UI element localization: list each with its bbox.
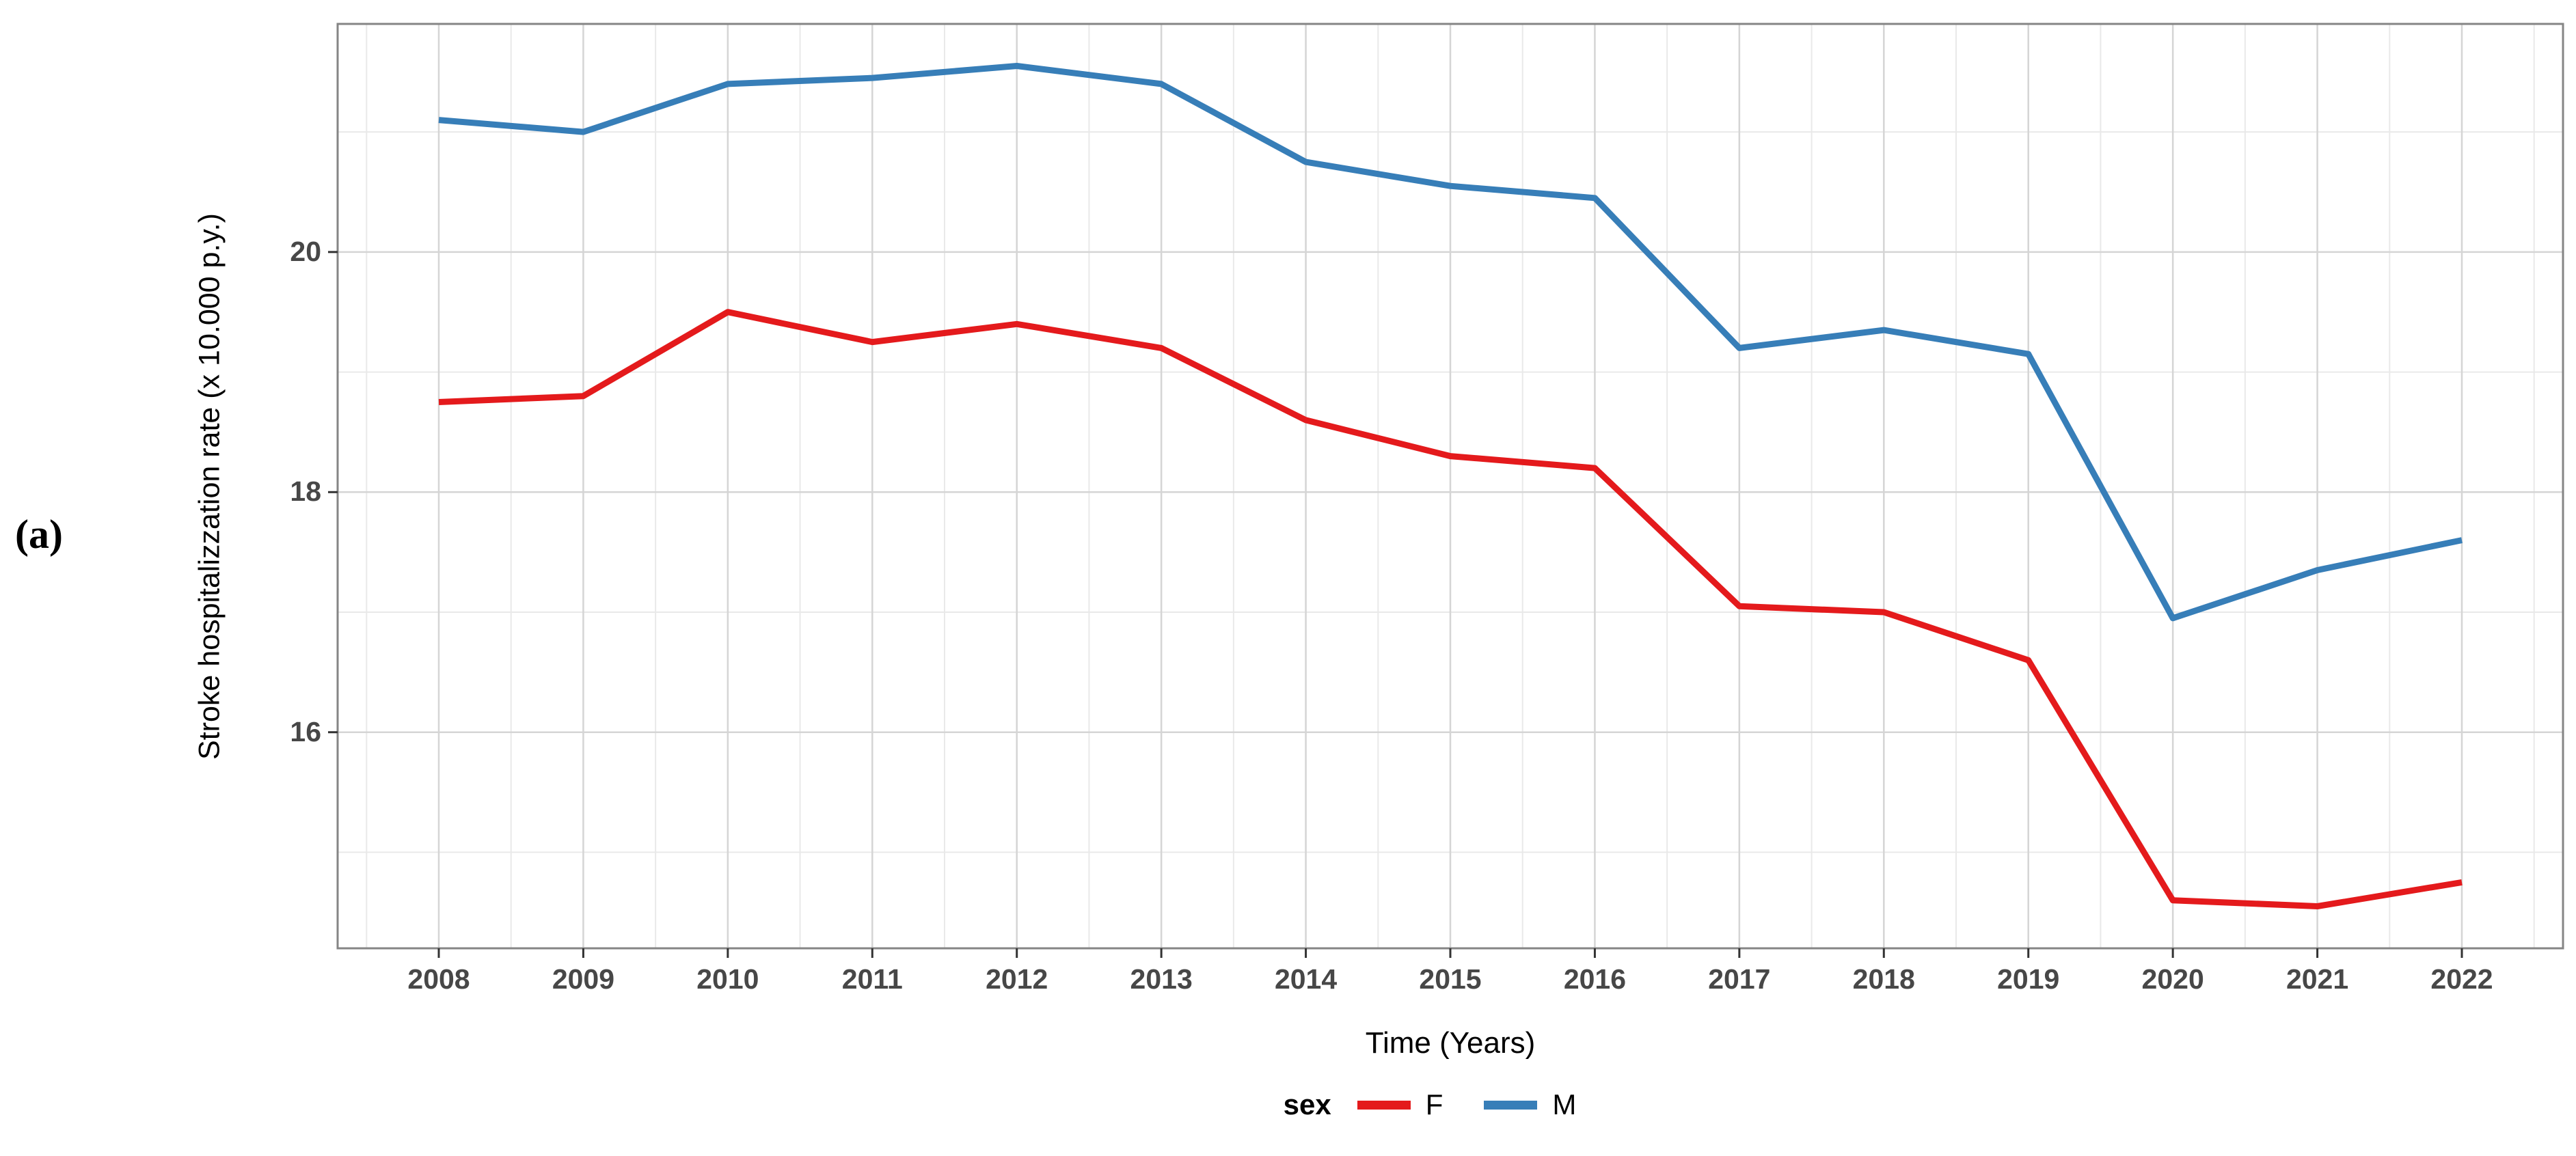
- x-tick-label: 2009: [552, 963, 615, 995]
- series-line-M: [438, 63, 2463, 622]
- x-tick-label: 2018: [1852, 963, 1915, 995]
- legend-swatch-M: [1484, 1100, 1538, 1110]
- x-tick-label: 2011: [841, 963, 903, 995]
- x-tick-label: 2017: [1708, 963, 1771, 995]
- legend-swatch-F: [1357, 1100, 1411, 1110]
- x-axis-title: Time (Years): [1365, 1026, 1536, 1060]
- x-tick-label: 2008: [407, 963, 470, 995]
- x-tick-label: 2012: [986, 963, 1048, 995]
- y-tick-label: 18: [290, 476, 321, 508]
- legend-title: sex: [1283, 1088, 1331, 1120]
- x-tick-label: 2019: [1997, 963, 2060, 995]
- y-tick-label: 20: [290, 235, 321, 267]
- x-tick-label: 2016: [1563, 963, 1627, 995]
- legend-label-F: F: [1425, 1088, 1443, 1120]
- legend-label-M: M: [1552, 1088, 1577, 1120]
- x-tick-label: 2020: [2141, 963, 2204, 995]
- y-tick-label: 16: [290, 715, 321, 747]
- y-axis-title: Stroke hospitalizzation rate (x 10.000 p…: [193, 213, 226, 760]
- x-tick-label: 2014: [1274, 963, 1338, 995]
- x-tick-label: 2010: [696, 963, 759, 995]
- x-tick-label: 2022: [2430, 963, 2493, 995]
- x-tick-label: 2015: [1419, 963, 1482, 995]
- series-line-F: [438, 309, 2463, 909]
- x-tick-label: 2021: [2286, 963, 2349, 995]
- panel-label: (a): [15, 512, 63, 557]
- x-tick-label: 2013: [1130, 963, 1193, 995]
